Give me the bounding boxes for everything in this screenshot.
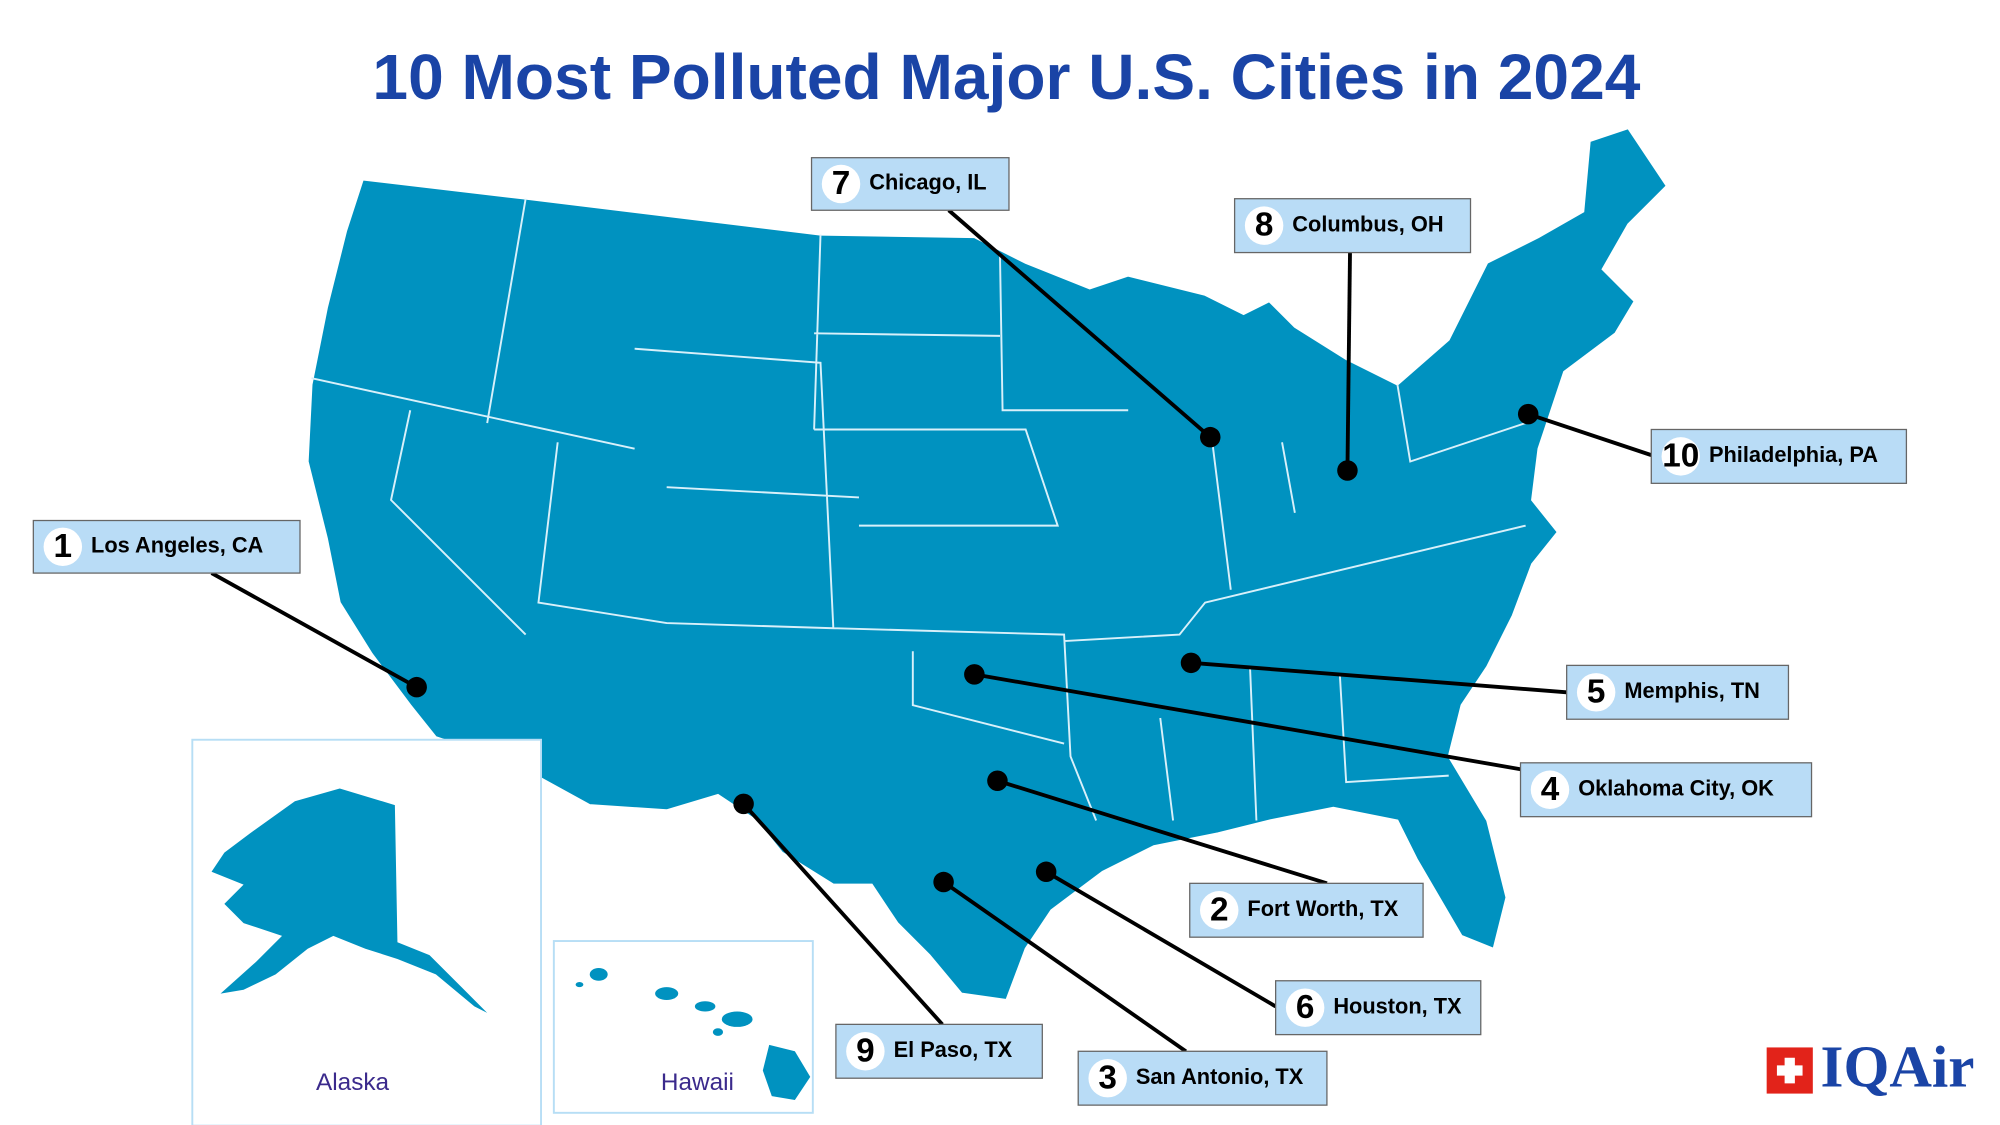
city-name: Memphis, TN bbox=[1624, 678, 1760, 703]
leader-line bbox=[1345, 252, 1352, 471]
logo-text: IQAir bbox=[1821, 1034, 1975, 1100]
city-callout: 1 Los Angeles, CA bbox=[32, 519, 427, 698]
alaska-label: Alaska bbox=[316, 1069, 390, 1096]
rank-number: 9 bbox=[856, 1032, 875, 1069]
rank-number: 6 bbox=[1296, 989, 1315, 1026]
rank-number: 4 bbox=[1541, 771, 1560, 808]
city-dot bbox=[733, 793, 754, 815]
leader-line bbox=[1190, 660, 1567, 695]
logo: IQAir bbox=[1766, 1034, 1975, 1100]
leader-line bbox=[1527, 412, 1652, 457]
leader-line bbox=[742, 802, 944, 1026]
city-callout: 9 El Paso, TX bbox=[733, 793, 1043, 1079]
city-dot bbox=[964, 664, 985, 685]
city-callout: 2 Fort Worth, TX bbox=[987, 770, 1424, 938]
rank-number: 1 bbox=[54, 528, 73, 565]
rank-badge bbox=[1576, 673, 1616, 712]
leader-line bbox=[210, 571, 418, 689]
city-dot bbox=[987, 770, 1008, 792]
city-callout: 3 San Antonio, TX bbox=[933, 871, 1328, 1106]
city-callout: 5 Memphis, TN bbox=[1180, 652, 1790, 720]
rank-number: 5 bbox=[1587, 673, 1606, 710]
city-name: Houston, TX bbox=[1333, 993, 1462, 1018]
rank-number: 8 bbox=[1255, 207, 1274, 244]
rank-badge bbox=[1661, 437, 1700, 476]
rank-number: 2 bbox=[1210, 891, 1229, 928]
city-name: Fort Worth, TX bbox=[1247, 896, 1398, 921]
leader-line bbox=[1045, 870, 1277, 1009]
city-name: Los Angeles, CA bbox=[91, 533, 264, 558]
leader-line bbox=[974, 672, 1521, 772]
hawaii-label: Hawaii bbox=[661, 1069, 734, 1096]
city-name: El Paso, TX bbox=[894, 1037, 1013, 1062]
city-name: Chicago, IL bbox=[869, 170, 986, 195]
rank-number: 10 bbox=[1662, 437, 1699, 474]
city-dot bbox=[1517, 403, 1539, 425]
rank-badge bbox=[846, 1032, 885, 1071]
city-callout: 4 Oklahoma City, OK bbox=[964, 664, 1813, 818]
leader-line bbox=[996, 778, 1328, 886]
city-name: Oklahoma City, OK bbox=[1578, 775, 1774, 800]
city-dot bbox=[406, 676, 427, 698]
city-name: Philadelphia, PA bbox=[1709, 442, 1878, 467]
rank-badge bbox=[1200, 891, 1239, 930]
rank-badge bbox=[43, 527, 83, 567]
city-callout: 8 Columbus, OH bbox=[1233, 198, 1472, 481]
rank-badge bbox=[821, 164, 861, 204]
city-dot bbox=[933, 871, 954, 893]
city-dot bbox=[1035, 861, 1057, 883]
rank-number: 3 bbox=[1098, 1059, 1117, 1096]
rank-badge bbox=[1285, 988, 1325, 1027]
leader-line bbox=[942, 880, 1187, 1053]
title: 10 Most Polluted Major U.S. Cities in 20… bbox=[372, 41, 1640, 113]
rank-badge bbox=[1088, 1058, 1127, 1098]
callouts: 1 Los Angeles, CA 2 Fort Worth, TX 3 San Anto… bbox=[32, 157, 1908, 1106]
alaska-shape bbox=[211, 788, 488, 1013]
leader-line bbox=[947, 208, 1212, 439]
city-callout: 7 Chicago, IL bbox=[810, 157, 1221, 448]
rank-number: 7 bbox=[832, 165, 851, 202]
contiguous-us bbox=[306, 127, 1668, 1002]
rank-badge bbox=[1244, 206, 1284, 245]
logo-cross bbox=[1776, 1057, 1803, 1084]
hawaii-shape bbox=[575, 967, 811, 1100]
city-dot bbox=[1180, 652, 1202, 674]
rank-badge bbox=[1530, 770, 1570, 809]
city-dot bbox=[1337, 460, 1358, 481]
city-callout: 10 Philadelphia, PA bbox=[1517, 403, 1908, 484]
city-name: Columbus, OH bbox=[1292, 211, 1443, 236]
state-borders bbox=[311, 198, 1526, 821]
city-name: San Antonio, TX bbox=[1136, 1064, 1304, 1089]
city-callout: 6 Houston, TX bbox=[1035, 861, 1482, 1036]
city-dot bbox=[1200, 426, 1221, 448]
